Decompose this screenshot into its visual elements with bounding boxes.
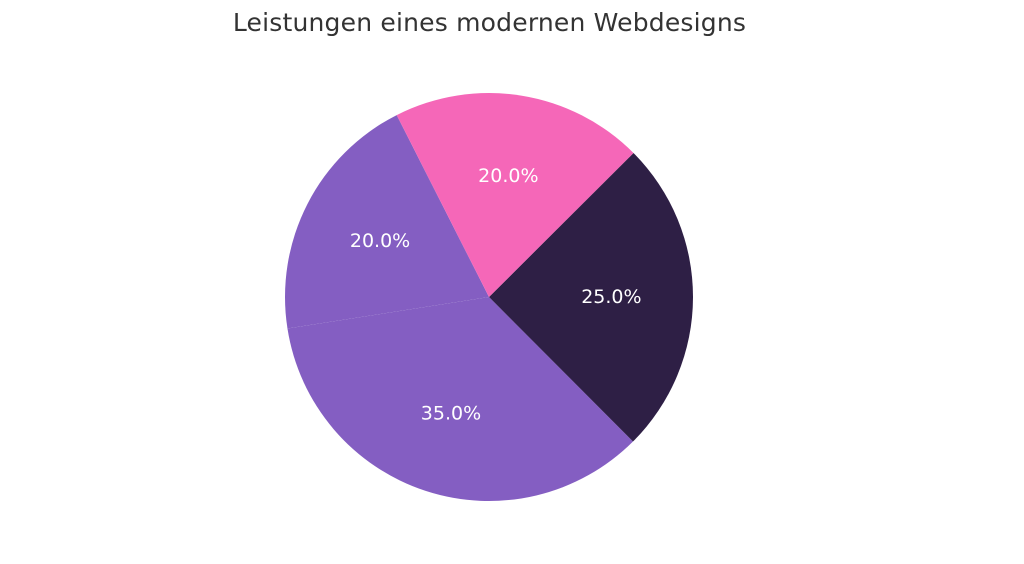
pie-slice-1 — [285, 115, 489, 329]
pie-slice-label-3: 25.0% — [581, 286, 641, 308]
pie-slice-2 — [287, 297, 633, 501]
pie-labels: 20.0% 35.0% 25.0% 20.0% — [350, 165, 642, 424]
pie-slice-4 — [396, 92, 634, 297]
pie-slices — [285, 92, 694, 501]
pie-slice-label-4: 20.0% — [478, 165, 538, 187]
chart-title: Leistungen eines modernen Webdesigns — [232, 8, 747, 37]
pie-slice-label-1: 20.0% — [350, 230, 410, 252]
pie-slice-label-2: 35.0% — [421, 402, 481, 424]
pie-slice-3 — [489, 153, 694, 442]
